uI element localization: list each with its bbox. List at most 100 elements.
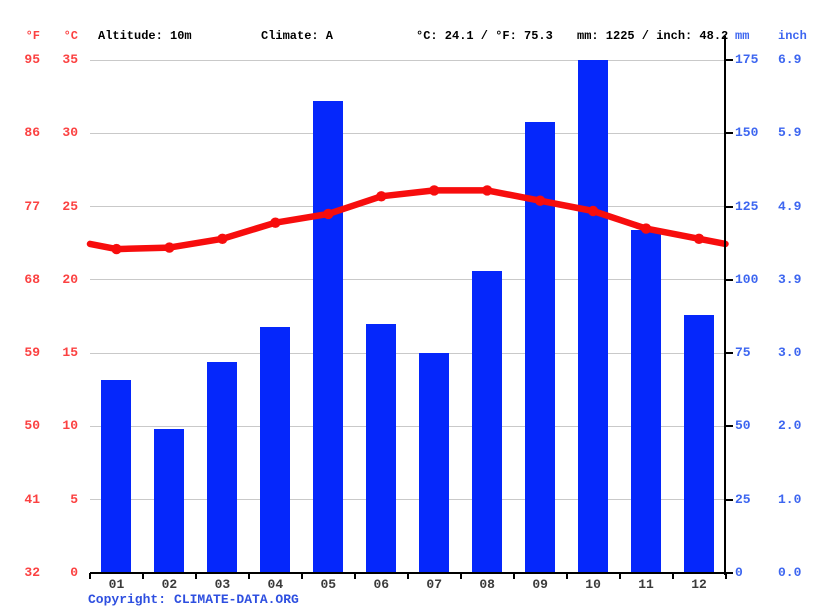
month-tick bbox=[618, 573, 621, 579]
inch-unit-label: inch bbox=[778, 29, 807, 43]
left-axis-c-label: 35 bbox=[62, 52, 78, 67]
altitude-label: Altitude: 10m bbox=[98, 29, 192, 43]
mm-unit-label: mm bbox=[735, 29, 750, 43]
left-axis-f-label: 59 bbox=[24, 345, 40, 361]
temperature-point-01 bbox=[111, 243, 122, 255]
right-axis-mm-label: 125 bbox=[735, 198, 759, 214]
gridline bbox=[90, 425, 725, 427]
gridline bbox=[90, 132, 725, 134]
right-axis-inch-label: 1.0 bbox=[778, 491, 802, 507]
right-axis-mm-label: 75 bbox=[735, 345, 751, 361]
precip-bar-02 bbox=[154, 429, 185, 573]
left-axis-c-label: 10 bbox=[62, 418, 78, 434]
right-axis-inch-label: 6.9 bbox=[778, 52, 802, 67]
month-label-06: 06 bbox=[373, 577, 390, 592]
month-tick bbox=[459, 573, 462, 579]
month-label-10: 10 bbox=[585, 577, 601, 592]
temperature-point-02 bbox=[164, 242, 175, 253]
precip-bar-04 bbox=[260, 326, 291, 573]
right-axis-tick bbox=[726, 205, 733, 208]
right-axis-mm-label: 100 bbox=[735, 271, 759, 287]
left-axis-f-label: 86 bbox=[24, 125, 40, 141]
right-axis-mm-label: 25 bbox=[735, 491, 751, 507]
precip-bar-06 bbox=[366, 323, 397, 573]
precip-bar-10 bbox=[578, 60, 609, 573]
right-axis-tick bbox=[726, 352, 733, 355]
precip-bar-01 bbox=[101, 379, 132, 573]
left-axis-c-label: 30 bbox=[62, 125, 78, 141]
right-axis-tick bbox=[726, 498, 733, 501]
gridline bbox=[90, 352, 725, 354]
month-label-04: 04 bbox=[267, 577, 284, 592]
temperature-point-03 bbox=[217, 233, 228, 244]
left-axis-f-label: 32 bbox=[24, 565, 40, 580]
month-tick bbox=[406, 573, 409, 579]
month-tick bbox=[671, 573, 674, 579]
precip-bar-12 bbox=[684, 315, 715, 573]
right-axis-mm-label: 0 bbox=[735, 565, 743, 580]
left-axis-c-label: 5 bbox=[70, 491, 78, 507]
right-axis-line bbox=[724, 36, 726, 575]
month-tick bbox=[141, 573, 144, 579]
left-axis-f-label: 41 bbox=[24, 491, 40, 507]
temperature-point-12 bbox=[693, 233, 705, 244]
month-label-08: 08 bbox=[479, 577, 495, 592]
left-axis-c-label: 15 bbox=[62, 345, 78, 361]
temperature-point-06 bbox=[376, 191, 387, 202]
month-tick bbox=[724, 573, 727, 579]
month-label-12: 12 bbox=[691, 577, 707, 592]
right-axis-tick bbox=[726, 425, 733, 428]
month-tick bbox=[512, 573, 515, 579]
right-axis-tick bbox=[726, 278, 733, 281]
gridline bbox=[90, 206, 725, 208]
left-axis-c-label: 25 bbox=[62, 198, 78, 214]
copyright-prefix: Copyright: bbox=[88, 592, 167, 607]
climate-class-label: Climate: A bbox=[261, 29, 334, 43]
month-tick bbox=[353, 573, 356, 579]
month-tick bbox=[194, 573, 197, 579]
month-tick bbox=[89, 573, 91, 579]
precip-bar-11 bbox=[631, 230, 662, 573]
month-label-03: 03 bbox=[214, 577, 231, 592]
celsius-unit-label: °C bbox=[63, 29, 78, 43]
temperature-point-08 bbox=[482, 185, 493, 196]
right-axis-inch-label: 3.9 bbox=[778, 271, 802, 287]
month-label-05: 05 bbox=[320, 577, 337, 592]
right-axis-tick bbox=[726, 132, 733, 135]
right-axis-inch-label: 2.0 bbox=[778, 418, 802, 434]
copyright-site: CLIMATE-DATA.ORG bbox=[174, 592, 299, 607]
left-axis-c-label: 0 bbox=[70, 565, 78, 580]
month-tick bbox=[565, 573, 568, 579]
left-axis-f-label: 68 bbox=[24, 271, 40, 287]
precip-bar-03 bbox=[207, 361, 238, 573]
temperature-point-04 bbox=[270, 217, 281, 228]
left-axis-f-label: 95 bbox=[24, 52, 40, 67]
bottom-axis-line bbox=[90, 572, 733, 574]
right-axis-mm-label: 50 bbox=[735, 418, 751, 434]
right-axis-inch-label: 3.0 bbox=[778, 345, 802, 361]
precipitation-summary: mm: 1225 / inch: 48.2 bbox=[577, 29, 729, 43]
month-label-07: 07 bbox=[426, 577, 443, 592]
month-label-11: 11 bbox=[638, 577, 654, 592]
month-tick bbox=[300, 573, 303, 579]
month-label-01: 01 bbox=[108, 577, 125, 592]
month-label-09: 09 bbox=[532, 577, 548, 592]
left-axis-c-label: 20 bbox=[62, 271, 78, 287]
gridline bbox=[90, 499, 725, 501]
left-axis-f-label: 77 bbox=[24, 198, 40, 214]
right-axis-inch-label: 0.0 bbox=[778, 565, 802, 580]
precip-bar-07 bbox=[419, 353, 450, 573]
gridline bbox=[90, 279, 725, 281]
month-label-02: 02 bbox=[161, 577, 178, 592]
temperature-summary: °C: 24.1 / °F: 75.3 bbox=[416, 29, 553, 43]
right-axis-mm-label: 175 bbox=[735, 52, 759, 67]
precip-bar-08 bbox=[472, 271, 503, 573]
copyright-link[interactable]: Copyright: CLIMATE-DATA.ORG bbox=[88, 592, 299, 607]
right-axis-mm-label: 150 bbox=[735, 125, 759, 141]
month-tick bbox=[247, 573, 250, 579]
fahrenheit-unit-label: °F bbox=[25, 29, 40, 43]
precip-bar-09 bbox=[525, 121, 556, 573]
right-axis-inch-label: 4.9 bbox=[778, 198, 802, 214]
precip-bar-05 bbox=[313, 101, 344, 573]
